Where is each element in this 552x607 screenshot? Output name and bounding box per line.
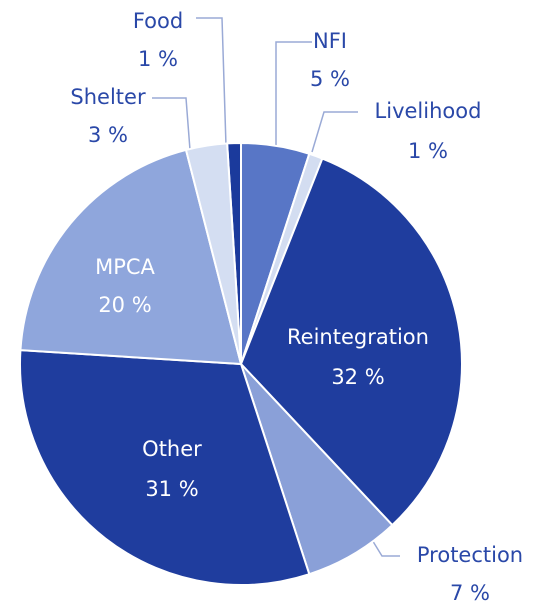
- slice-label: Other: [142, 437, 202, 461]
- leader-line: [152, 97, 191, 151]
- leader-line: [275, 41, 312, 146]
- value-label: 20 %: [98, 293, 151, 317]
- value-label: 1 %: [138, 47, 178, 71]
- leader-lines: [152, 17, 400, 557]
- slice-label: Livelihood: [375, 99, 482, 123]
- value-label: 32 %: [331, 365, 384, 389]
- pie-slice: [239, 157, 463, 527]
- value-label: 1 %: [408, 139, 448, 163]
- pie-slice: [19, 349, 311, 586]
- slice-label: Shelter: [70, 85, 146, 109]
- slice-label: Protection: [417, 543, 523, 567]
- slice-label: MPCA: [95, 255, 155, 279]
- value-label: 7 %: [450, 581, 490, 605]
- slice-label: Food: [133, 9, 183, 33]
- value-label: 31 %: [145, 477, 198, 501]
- pie-slice: [19, 148, 243, 366]
- slice-label: Reintegration: [287, 325, 429, 349]
- pie-slice: [184, 142, 242, 365]
- slice-label: NFI: [313, 29, 347, 53]
- value-label: 3 %: [88, 123, 128, 147]
- value-label: 5 %: [310, 67, 350, 91]
- leader-line: [196, 17, 227, 147]
- leader-line: [311, 111, 358, 153]
